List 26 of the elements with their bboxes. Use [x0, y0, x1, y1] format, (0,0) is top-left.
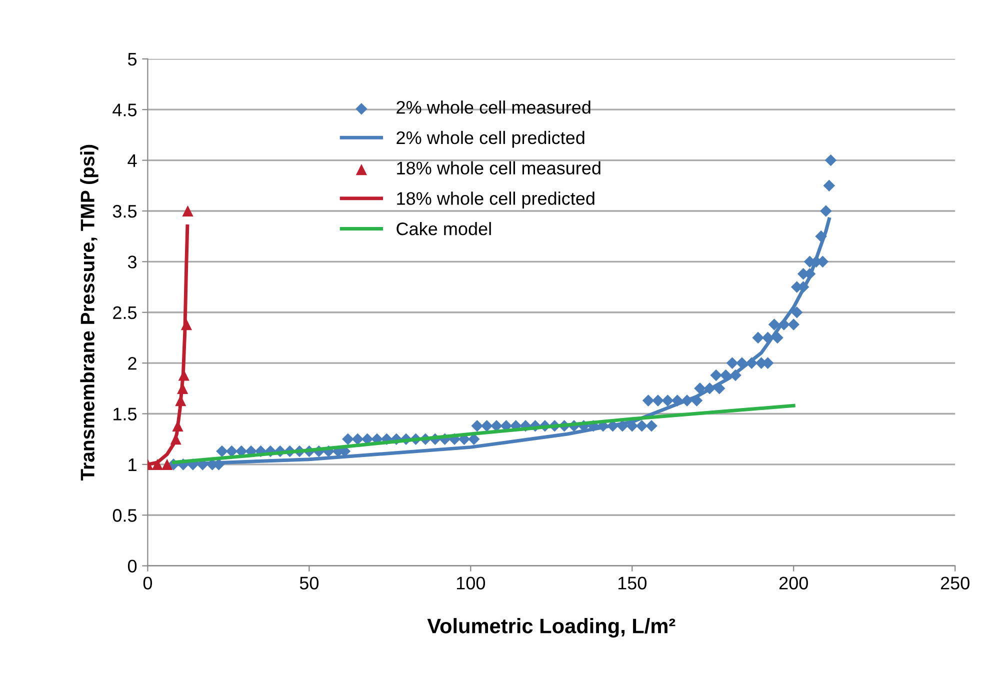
legend-label: 2% whole cell measured: [396, 100, 590, 114]
y-tick-label: 1: [128, 458, 136, 471]
y-tick-label: 4: [128, 154, 137, 167]
legend-label: 18% whole cell measured: [397, 161, 600, 175]
y-tick-label: 0: [128, 560, 137, 573]
y-tick-label: 5: [128, 53, 137, 66]
y-tick-label: 0.5: [112, 509, 137, 522]
point: [162, 458, 173, 470]
y-tick-label: 2.5: [113, 306, 137, 320]
y-tick-label: 3.5: [112, 204, 137, 218]
x-tick-label: 0: [143, 576, 152, 590]
y-tick-label: 1.5: [114, 408, 137, 420]
legend-label: Cake model: [396, 222, 491, 236]
x-axis-title: Volumetric Loading, L/m²: [427, 618, 676, 638]
y-tick-label: 3: [128, 256, 136, 268]
legend-label: 2% whole cell predicted: [396, 130, 584, 148]
point: [182, 205, 194, 217]
x-tick-label: 250: [940, 576, 970, 590]
x-tick-label: 100: [456, 576, 486, 590]
y-tick-label: 4.5: [112, 104, 137, 116]
legend-label: 18% whole cell predicted: [397, 192, 594, 208]
x-tick-label: 200: [779, 576, 808, 590]
x-tick-label: 50: [300, 576, 319, 590]
y-tick-label: 2: [128, 356, 136, 370]
x-tick-label: 150: [618, 576, 646, 590]
y-axis-title: Transmembrane Pressure, TMP (psi): [80, 144, 98, 481]
